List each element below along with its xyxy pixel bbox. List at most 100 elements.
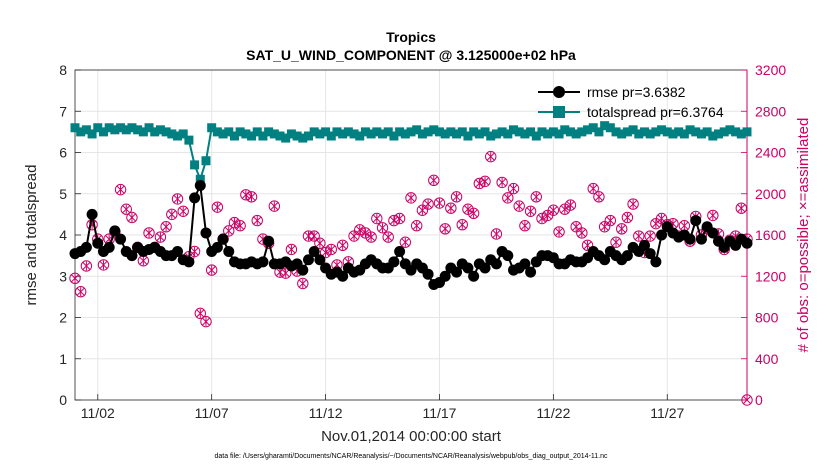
rmse-point (741, 237, 753, 249)
totalspread-point (639, 127, 649, 137)
rmse-point (308, 246, 320, 257)
rmse-point (217, 233, 229, 245)
obs-assimilated-marker (458, 220, 467, 230)
totalspread-point (303, 131, 313, 141)
totalspread-point (366, 129, 376, 139)
rmse-point (126, 250, 138, 262)
totalspread-point (531, 131, 541, 141)
totalspread-point (292, 131, 302, 141)
obs-possible-marker (416, 204, 429, 216)
obs-possible-marker (74, 286, 87, 298)
obs-assimilated-marker (298, 278, 307, 288)
y2-tick-label: 1200 (755, 268, 786, 284)
totalspread-point (104, 123, 114, 133)
totalspread-point (423, 127, 433, 137)
obs-possible-marker (126, 211, 138, 224)
obs-assimilated-marker (241, 190, 250, 200)
totalspread-point (173, 131, 183, 141)
totalspread-point (668, 129, 678, 139)
totalspread-point (600, 121, 610, 131)
rmse-point (109, 225, 121, 237)
obs-possible-marker (433, 197, 446, 209)
totalspread-point (269, 129, 279, 139)
totalspread-point (685, 125, 695, 135)
obs-possible-marker (405, 192, 417, 204)
y2-tick-label: 2400 (755, 145, 786, 161)
totalspread-point (343, 127, 353, 137)
rmse-point (451, 266, 463, 278)
obs-possible-marker (143, 227, 155, 239)
obs-possible-marker (371, 212, 383, 225)
rmse-point (525, 266, 537, 278)
rmse-point (263, 235, 275, 247)
totalspread-point (286, 129, 296, 139)
totalspread-point (514, 127, 524, 137)
obs-assimilated-marker (424, 199, 433, 209)
obs-assimilated-marker (281, 268, 290, 278)
obs-assimilated-marker (634, 231, 643, 241)
obs-assimilated-marker (486, 152, 495, 162)
totalspread-point (229, 131, 239, 141)
obs-possible-marker (490, 228, 503, 240)
obs-assimilated-marker (327, 244, 336, 254)
y-tick-label: 5 (59, 186, 67, 202)
obs-assimilated-marker (196, 308, 205, 318)
totalspread-point (332, 127, 342, 137)
obs-possible-marker (160, 221, 172, 233)
y-tick-label: 4 (59, 227, 67, 243)
obs-possible-marker (530, 191, 542, 203)
totalspread-point (326, 131, 336, 141)
totalspread-point (714, 129, 724, 139)
obs-possible-marker (205, 264, 218, 276)
rmse-point (644, 248, 656, 260)
totalspread-point (486, 131, 496, 141)
obs-possible-marker (655, 212, 668, 225)
obs-assimilated-marker (207, 265, 216, 275)
obs-assimilated-marker (378, 223, 387, 233)
obs-assimilated-marker (469, 208, 478, 218)
obs-assimilated-marker (122, 204, 131, 214)
totalspread-point (560, 125, 570, 135)
obs-assimilated-marker (202, 317, 210, 327)
obs-possible-marker (154, 231, 167, 243)
obs-possible-marker (297, 277, 309, 290)
obs-assimilated-marker (503, 193, 512, 203)
y2-tick-label: 3200 (755, 62, 786, 78)
obs-assimilated-marker (173, 194, 182, 204)
obs-possible-marker (114, 183, 127, 196)
obs-assimilated-marker (389, 216, 398, 226)
totalspread-point (588, 123, 598, 133)
totalspread-point (657, 125, 667, 135)
totalspread-point (452, 129, 462, 139)
x-tick-label: 11/17 (422, 405, 456, 421)
totalspread-point (429, 125, 439, 135)
obs-assimilated-marker (589, 184, 598, 194)
obs-assimilated-marker (162, 222, 171, 232)
totalspread-point (155, 125, 165, 135)
obs-assimilated-marker (76, 287, 85, 297)
totalspread-point (497, 127, 507, 137)
totalspread-point (355, 131, 365, 141)
obs-count-markers (69, 150, 753, 406)
x-axis-label: Nov.01,2014 00:00:00 start (321, 428, 502, 445)
rmse-point (103, 241, 115, 253)
obs-possible-marker (570, 221, 582, 233)
obs-possible-marker (223, 225, 235, 237)
obs-possible-marker (211, 201, 224, 213)
totalspread-point (372, 127, 382, 137)
obs-assimilated-marker (372, 214, 381, 223)
obs-possible-marker (616, 223, 628, 235)
rmse-point (302, 254, 314, 266)
obs-assimilated-marker (321, 248, 330, 258)
totalspread-point (138, 127, 148, 137)
rmse-point (314, 254, 326, 266)
obs-assimilated-marker (156, 232, 165, 242)
obs-assimilated-marker (315, 238, 324, 248)
obs-possible-marker (576, 227, 588, 239)
obs-assimilated-marker (287, 244, 296, 254)
obs-assimilated-marker (190, 247, 199, 256)
obs-assimilated-marker (743, 396, 751, 404)
obs-possible-marker (644, 230, 656, 242)
rmse-point (656, 229, 668, 241)
obs-assimilated-marker (680, 221, 689, 231)
